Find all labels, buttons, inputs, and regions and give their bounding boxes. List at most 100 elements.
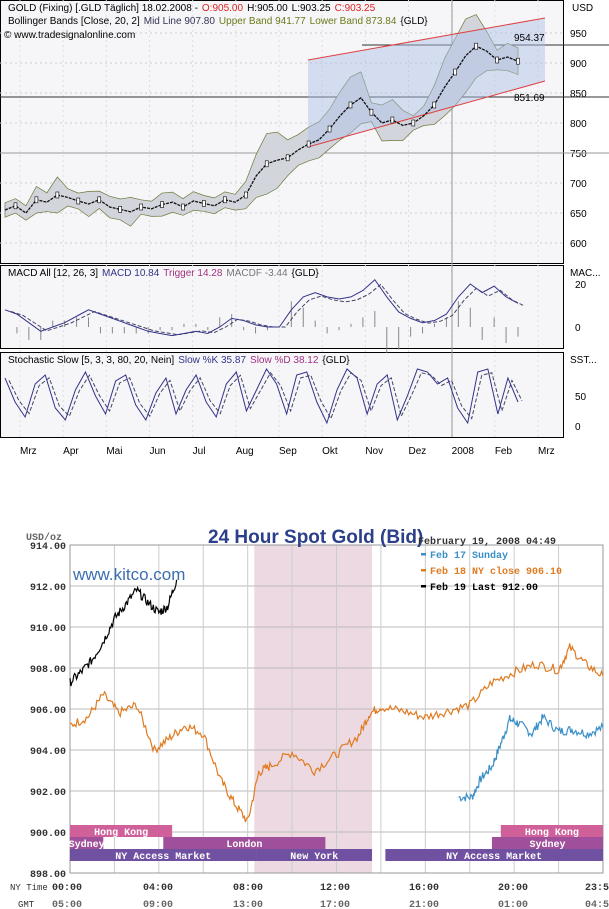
y-tick-label: 900.00 [30,829,66,840]
session-bar [385,849,603,861]
panel-2 [0,352,564,438]
y-tick-label: 912.00 [30,583,66,594]
candle [495,56,499,64]
header-open: O:905.00 [202,3,244,14]
channel-label-lower: 851.69 [514,93,545,104]
bollinger-lower: Lower Band 873.84 [310,16,397,27]
x-tick-ny: 00:00 [52,883,82,894]
legend-entry: Feb 19 Last 912.00 [430,582,538,594]
y-tick-label: 900 [570,59,587,70]
candle [474,42,478,50]
x-tick-ny: 12:00 [320,883,350,894]
candle [348,101,353,109]
session-bar [70,849,257,861]
stoch-axis-label: SST... [570,355,597,366]
legend-marker [421,553,426,556]
source-label: © www.tradesignalonline.com [4,30,135,41]
candle [369,108,374,116]
y-tick-label: 904.00 [30,747,66,758]
chart-header: GOLD (Fixing) [.GLD Täglich] 18.02.2008 … [8,3,376,14]
x-tick-label: Nov [365,446,383,457]
candle [411,119,416,127]
x-tick-label: Jun [150,446,166,457]
session-label: New York [290,851,338,863]
stoch-d: Slow %D 38.12 [250,355,319,366]
x-row-label-gmt: GMT [18,900,35,909]
y-axis-label: USD [572,3,593,14]
stoch-tick: 0 [575,422,581,433]
bollinger-mid: Mid Line 907.80 [144,16,216,27]
stoch-label: Stochastic Slow [5, 3, 3, 80, 20, Nein] [8,355,174,366]
x-tick-label: Feb [495,446,513,457]
x-tick-gmt: 04:59 [585,900,609,909]
session-label: London [226,839,262,851]
macd-trigger-line [10,283,525,336]
macd-axis-label: MAC... [570,268,601,279]
macd-tick: 20 [575,280,587,291]
x-tick-ny: 23:59 [585,883,609,894]
y-tick-label: 902.00 [30,788,66,799]
stoch-k-line [4,367,519,425]
session-label: Sydney [69,839,105,851]
timestamp: February 19, 2008 04:49 [418,536,556,548]
x-tick-gmt: 21:00 [409,900,439,909]
candle [139,203,143,211]
header-close: C:903.25 [335,3,376,14]
channel-lower [307,80,546,148]
y-tick-label: 914.00 [30,542,66,553]
chart-title: 24 Hour Spot Gold (Bid) [208,527,423,548]
candle [118,206,122,213]
series-line-0 [458,713,604,802]
y-tick-label: 700 [570,179,587,190]
bollinger-sym: {GLD} [400,16,428,27]
x-tick-label: Okt [322,446,338,457]
candle [181,203,185,211]
stoch-legend: Stochastic Slow [5, 3, 3, 80, 20, Nein] S… [8,355,350,366]
stoch-tick: 50 [575,392,587,403]
macd-macdf: MACDF -3.44 [226,268,288,279]
plot-border [69,544,604,874]
candle [516,57,520,65]
macd-line [4,278,519,337]
session-label: NY Access Market [446,851,542,863]
x-tick-ny: 08:00 [233,883,263,894]
session-bar [70,825,173,837]
x-tick-label: Sep [279,446,297,457]
x-tick-gmt: 17:00 [320,900,350,909]
legend-marker [421,585,426,588]
candle [453,68,457,76]
y-tick-label: 898.00 [30,870,66,881]
series-line-1 [70,643,604,823]
bollinger-upper: Upper Band 941.77 [219,16,306,27]
panel-1 [0,265,564,349]
channel-label-upper: 954.37 [514,33,545,44]
legend-entry: Feb 17 Sunday [430,550,508,562]
candle [97,196,102,204]
kitco-24h-chart: 914.00 912.00 910.00 908.00 906.00 904.00 902.… [10,527,609,909]
x-tick-ny: 04:00 [143,883,173,894]
macd-tick: 0 [575,323,581,334]
session-label: NY Access Market [115,851,211,863]
stoch-d-line [8,371,523,420]
header-high: H:905.00 [247,3,288,14]
x-tick-label: Jul [193,446,206,457]
y-tick-label: 910.00 [30,624,66,635]
candle [306,140,311,148]
x-tick-gmt: 13:00 [233,900,263,909]
candle [285,154,290,162]
candle [55,191,60,199]
candle [223,196,227,204]
x-tick-label: Aug [236,446,254,457]
kitco-watermark: www.kitco.com [72,565,185,584]
candle [76,197,81,205]
y-tick-label: 600 [570,239,587,250]
session-label: Hong Kong [94,828,148,839]
candle [243,191,248,199]
gold-fixing-chart: 950 900 850 800 750 700 650 600 USD Mrz Apr Mai Jun J… [0,0,609,457]
candle [327,125,332,133]
y-tick-label: 906.00 [30,706,66,717]
candle [34,196,39,204]
candle [13,202,18,210]
stoch-k: Slow %K 35.87 [178,355,246,366]
x-tick-label: Mai [106,446,122,457]
